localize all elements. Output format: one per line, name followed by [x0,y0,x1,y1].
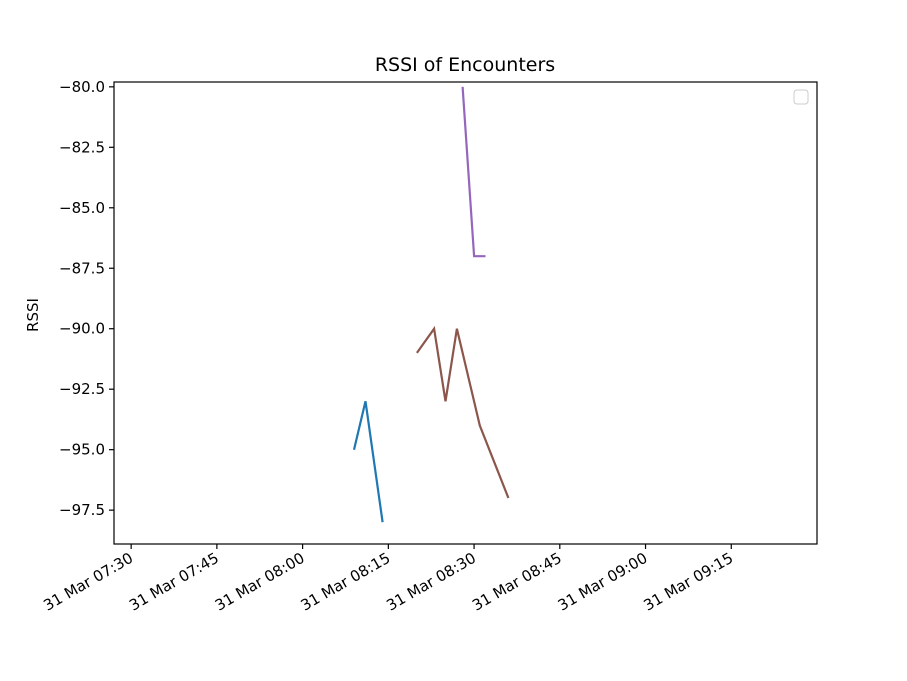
series-line-2 [461,86,486,258]
y-tick-label: −87.5 [59,259,105,277]
series-layer [352,86,510,523]
y-tick-label: −95.0 [59,441,105,459]
y-tick-label: −90.0 [59,320,105,338]
series-line-3 [416,325,510,499]
y-tick-label: −80.0 [59,78,105,96]
y-tick-label: −85.0 [59,199,105,217]
y-tick-label: −97.5 [59,501,105,519]
series-line-1 [352,401,384,523]
legend-box [793,89,809,105]
plot-frame [113,81,818,545]
chart-title: RSSI of Encounters [375,54,555,76]
y-tick-label: −82.5 [59,138,105,156]
y-tick-label: −92.5 [59,380,105,398]
y-axis-label: RSSI [24,298,42,332]
